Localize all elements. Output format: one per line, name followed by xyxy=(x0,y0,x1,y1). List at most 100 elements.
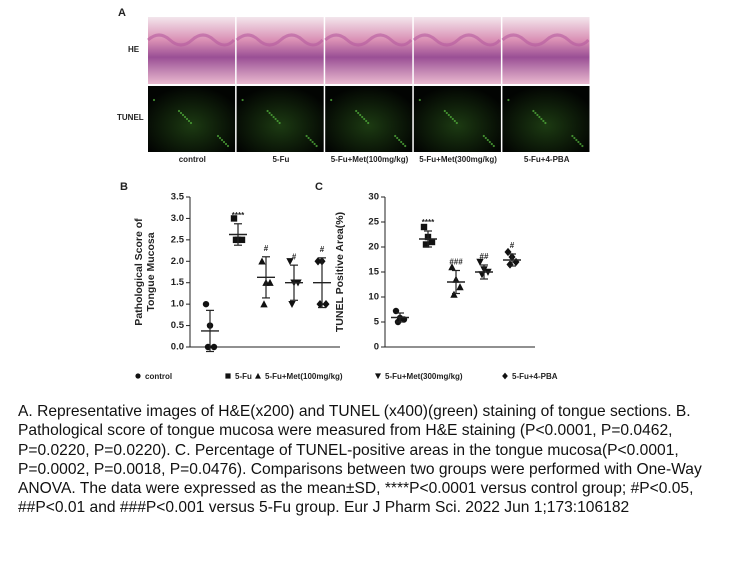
significance: **** xyxy=(422,218,435,227)
data-point xyxy=(230,215,238,222)
y-tick-label: 10 xyxy=(368,292,379,303)
tunel-speck xyxy=(359,113,362,117)
y-axis-label: TUNEL Positive Area(%) xyxy=(334,212,346,332)
significance: ### xyxy=(449,258,463,267)
tunel-speck xyxy=(226,144,230,148)
tunel-speck xyxy=(307,136,310,140)
data-point xyxy=(476,258,484,266)
tunel-speck xyxy=(579,142,582,146)
tunel-speck xyxy=(418,98,421,102)
he-image xyxy=(325,17,413,84)
he-image xyxy=(502,17,590,84)
tunel-speck xyxy=(482,134,485,138)
y-tick-label: 1.5 xyxy=(171,277,185,288)
tunel-speck xyxy=(443,109,446,113)
significance: # xyxy=(292,252,297,261)
y-axis-label: Pathological Score of xyxy=(133,218,145,326)
tunel-speck xyxy=(449,115,452,119)
he-texture xyxy=(324,33,413,47)
tunel-speck xyxy=(451,117,454,121)
he-texture xyxy=(235,33,324,47)
tunel-speck xyxy=(484,136,487,140)
tunel-speck xyxy=(185,117,189,121)
y-tick-label: 5 xyxy=(374,317,380,328)
tunel-speck xyxy=(398,138,401,142)
tunel-speck xyxy=(455,121,458,125)
column-label: 5-Fu+Met(100mg/kg) xyxy=(331,155,409,164)
tunel-speck xyxy=(305,134,308,138)
legend-marker xyxy=(255,372,261,379)
tunel-speck xyxy=(177,109,181,113)
tunel-speck xyxy=(276,119,279,123)
tunel-speck xyxy=(507,98,510,102)
y-tick-label: 1.0 xyxy=(171,299,184,310)
y-tick-label: 15 xyxy=(368,267,379,278)
tunel-speck xyxy=(402,142,405,146)
tunel-speck xyxy=(534,111,537,115)
legend-label: 5-Fu+4-PBA xyxy=(512,372,558,381)
data-point xyxy=(202,300,210,308)
tunel-speck xyxy=(492,144,495,148)
legend-marker xyxy=(375,373,381,380)
row-label: TUNEL xyxy=(117,113,144,122)
tunel-speck xyxy=(187,119,191,123)
tunel-speck xyxy=(394,134,397,138)
significance: ## xyxy=(480,252,489,261)
tunel-speck xyxy=(218,136,222,140)
tunel-speck xyxy=(311,140,314,144)
tunel-speck xyxy=(224,142,228,146)
tunel-speck xyxy=(216,134,220,138)
data-point xyxy=(288,300,296,308)
he-image xyxy=(236,17,324,84)
column-label: 5-Fu+Met(300mg/kg) xyxy=(419,155,497,164)
data-point xyxy=(210,343,218,351)
tunel-speck xyxy=(575,138,578,142)
tunel-speck xyxy=(268,111,271,115)
y-axis-label: Tongue Mucosa xyxy=(145,232,157,311)
tunel-speck xyxy=(367,121,370,125)
tunel-speck xyxy=(274,117,277,121)
panel-label: B xyxy=(120,181,128,193)
tunel-speck xyxy=(544,121,547,125)
tunel-image xyxy=(413,86,501,152)
tunel-speck xyxy=(330,98,333,102)
y-tick-label: 30 xyxy=(368,192,379,203)
tunel-speck xyxy=(445,111,448,115)
micrographs xyxy=(146,17,590,152)
legend-label: 5-Fu+Met(100mg/kg) xyxy=(265,372,343,381)
tunel-speck xyxy=(222,140,226,144)
data-point xyxy=(314,257,322,266)
tunel-speck xyxy=(272,115,275,119)
tunel-speck xyxy=(357,111,360,115)
tunel-speck xyxy=(179,111,183,115)
data-point xyxy=(260,300,268,308)
tunel-speck xyxy=(447,113,450,117)
y-tick-label: 3.5 xyxy=(171,192,185,203)
legend-marker xyxy=(225,373,231,379)
panel-label: C xyxy=(315,181,323,193)
data-point xyxy=(420,223,428,231)
y-tick-label: 2.0 xyxy=(171,256,184,267)
legend-label: control xyxy=(145,372,172,381)
data-point xyxy=(450,290,458,298)
data-point xyxy=(504,247,512,257)
y-tick-label: 3.0 xyxy=(171,213,184,224)
tunel-speck xyxy=(532,109,535,113)
tunel-speck xyxy=(396,136,399,140)
tunel-speck xyxy=(270,113,273,117)
tunel-speck xyxy=(152,98,156,102)
legend-label: 5-Fu+Met(300mg/kg) xyxy=(385,372,463,381)
column-label: control xyxy=(179,155,206,164)
tunel-image xyxy=(502,86,590,152)
tunel-speck xyxy=(278,121,281,125)
tunel-speck xyxy=(453,119,456,123)
tunel-speck xyxy=(571,134,574,138)
tunel-speck xyxy=(266,109,269,113)
tunel-speck xyxy=(361,115,364,119)
tunel-speck xyxy=(536,113,539,117)
y-tick-label: 25 xyxy=(368,217,379,228)
y-tick-label: 0 xyxy=(374,342,379,353)
tunel-image xyxy=(148,86,236,152)
tunel-speck xyxy=(486,138,489,142)
tunel-speck xyxy=(540,117,543,121)
